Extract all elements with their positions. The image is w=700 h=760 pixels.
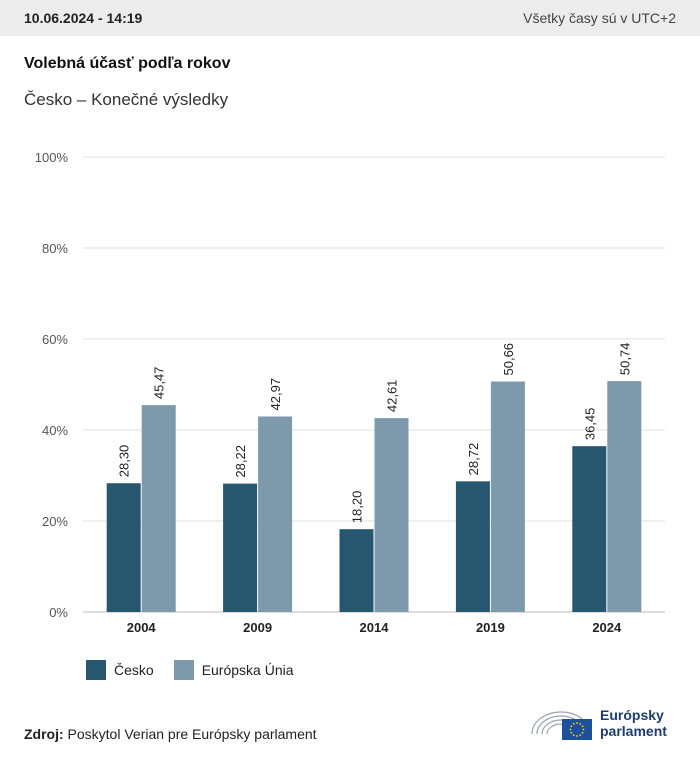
eu-star	[579, 722, 582, 725]
y-tick-label: 0%	[49, 605, 68, 620]
bar-cesko-2019	[455, 481, 490, 612]
legend-label-cesko: Česko	[114, 662, 154, 678]
bar-eu-2009	[258, 416, 293, 612]
data-label: 28,30	[117, 445, 132, 478]
timestamp: 10.06.2024 - 14:19	[24, 10, 143, 26]
x-tick-label: 2014	[360, 620, 390, 635]
data-label: 42,97	[268, 378, 283, 411]
eu-star	[581, 725, 584, 728]
eu-star	[570, 725, 573, 728]
legend-label-eu: Európska Únia	[201, 662, 294, 678]
y-tick-label: 40%	[42, 423, 68, 438]
legend-swatch-eu	[173, 660, 194, 680]
y-tick-label: 20%	[42, 514, 68, 529]
top-bar: 10.06.2024 - 14:19 Všetky časy sú v UTC+…	[0, 0, 700, 36]
data-label: 36,45	[582, 408, 597, 441]
data-label: 28,72	[466, 443, 481, 476]
bar-eu-2004	[141, 405, 176, 612]
source-label: Zdroj:	[24, 726, 64, 742]
data-label: 18,20	[350, 491, 365, 524]
eu-star	[569, 728, 572, 731]
x-tick-label: 2009	[243, 620, 272, 635]
bar-cesko-2009	[223, 483, 258, 612]
eu-star	[581, 731, 584, 734]
eu-star	[582, 728, 585, 731]
ep-logo: Európsky parlament	[528, 702, 678, 744]
timezone-note: Všetky časy sú v UTC+2	[523, 10, 676, 26]
european-parliament-hemicycle-icon	[531, 711, 592, 740]
y-tick-label: 80%	[42, 241, 68, 256]
legend-item-cesko: Česko	[86, 660, 154, 680]
data-label: 28,22	[233, 445, 248, 478]
legend-item-eu: Európska Únia	[173, 660, 294, 680]
eu-star	[572, 734, 575, 737]
eu-star	[579, 734, 582, 737]
x-tick-label: 2004	[127, 620, 157, 635]
bar-eu-2014	[374, 418, 409, 612]
eu-star	[576, 722, 578, 724]
data-label: 50,74	[617, 343, 632, 376]
bar-cesko-2014	[339, 529, 374, 612]
chart-title: Volebná účasť podľa rokov	[24, 55, 231, 72]
x-tick-label: 2019	[476, 620, 505, 635]
turnout-bar-chart: 0% 20% 40% 60% 80% 100% 28,30 45,47 2004 28,22 42,…	[35, 150, 665, 635]
eu-star	[576, 735, 578, 737]
source-note: Zdroj: Poskytol Verian pre Európsky parl…	[24, 726, 317, 742]
bar-eu-2019	[490, 381, 525, 612]
data-label: 50,66	[501, 343, 516, 376]
chart-subtitle: Česko – Konečné výsledky	[24, 90, 229, 109]
data-label: 42,61	[385, 380, 400, 413]
eu-star	[572, 722, 575, 725]
source-text: Poskytol Verian pre Európsky parlament	[67, 726, 317, 742]
x-tick-label: 2024	[592, 620, 622, 635]
y-tick-label: 100%	[35, 150, 69, 165]
bar-cesko-2024	[572, 446, 607, 612]
logo-line-1: Európsky	[600, 707, 664, 723]
bar-eu-2024	[607, 381, 642, 612]
bar-cesko-2004	[106, 483, 141, 612]
legend-swatch-cesko	[86, 660, 106, 680]
data-label: 45,47	[152, 367, 167, 400]
eu-star	[570, 731, 573, 734]
legend: Česko Európska Únia	[86, 660, 314, 680]
y-tick-label: 60%	[42, 332, 68, 347]
logo-line-2: parlament	[600, 723, 667, 739]
